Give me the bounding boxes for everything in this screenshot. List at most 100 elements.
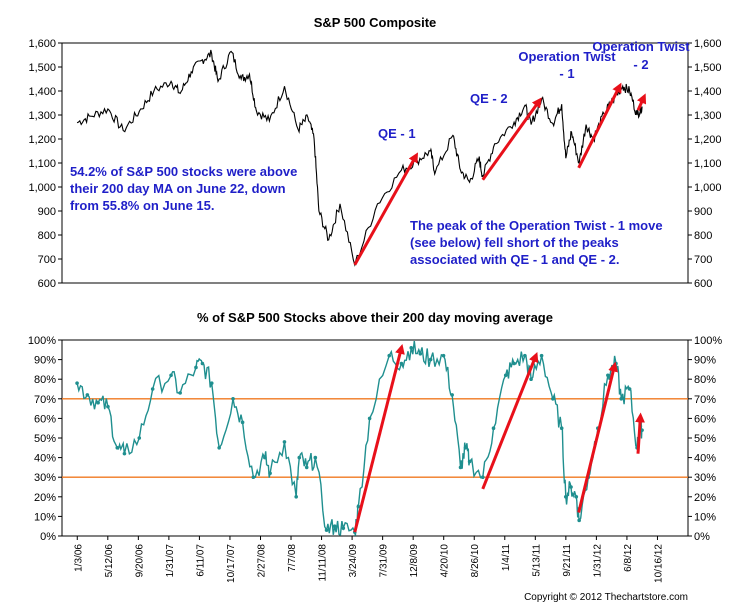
data-point — [569, 485, 573, 489]
data-point — [418, 351, 423, 356]
bottom-ytick-label-left: 50% — [34, 433, 56, 445]
qe1-arrow — [353, 152, 418, 266]
data-point — [282, 440, 287, 444]
sp500-price-line — [76, 49, 643, 267]
top-ytick-label-left: 1,300 — [28, 110, 56, 122]
data-point — [450, 393, 454, 397]
top-ytick-label-right: 800 — [694, 230, 712, 242]
data-point — [428, 357, 433, 362]
top-trend-arrows — [353, 82, 647, 266]
data-point — [458, 465, 463, 470]
qe1-label: QE - 1 — [378, 126, 416, 141]
qe2-label: QE - 2 — [470, 91, 508, 106]
data-point — [137, 436, 142, 440]
bottom-ytick-label-left: 60% — [34, 413, 56, 425]
data-point — [463, 446, 468, 450]
percent-above-200dma-line — [76, 341, 643, 537]
bottom-ytick-label-left: 40% — [34, 453, 56, 465]
data-point — [441, 353, 446, 358]
bottom-y-axis-right: 0% 10% 20% 30% 40% 50% 60% 70% 80% 90% 100% — [688, 335, 722, 543]
data-point — [251, 475, 256, 480]
data-point — [606, 373, 610, 378]
data-point — [539, 353, 544, 358]
copyright-text: Copyright © 2012 Thechartstore.com — [524, 592, 688, 603]
data-point — [356, 504, 361, 509]
top-ytick-label-left: 1,100 — [28, 158, 56, 170]
xtick-label: 1/4/11 — [501, 544, 512, 571]
data-point — [491, 426, 496, 431]
data-point — [563, 495, 568, 499]
top-ytick-label-right: 1,000 — [694, 182, 722, 194]
xtick-label: 5/12/06 — [104, 544, 115, 578]
xtick-label: 7/31/09 — [379, 544, 390, 578]
bottom-ytick-label-left: 70% — [34, 394, 56, 406]
data-point — [294, 495, 298, 499]
data-point — [200, 361, 205, 366]
bottom-ytick-label-right: 70% — [694, 394, 716, 406]
data-point — [106, 404, 110, 409]
top-ytick-label-left: 1,400 — [28, 86, 56, 98]
top-chart-title: S&P 500 Composite — [314, 15, 437, 30]
data-point — [115, 446, 120, 450]
operation-twist-2-arrow — [636, 93, 647, 111]
bottom-ytick-label-left: 100% — [28, 335, 56, 347]
xtick-label: 2/27/08 — [256, 544, 267, 578]
bottom-ytick-label-left: 10% — [34, 511, 56, 523]
xtick-label: 1/31/07 — [165, 544, 176, 578]
operation-twist-1-breadth-arrow — [577, 361, 618, 513]
data-point — [367, 416, 372, 421]
bottom-ytick-label-left: 30% — [34, 472, 56, 484]
xtick-label: 7/7/08 — [287, 544, 298, 572]
top-ytick-label-right: 1,500 — [694, 62, 722, 74]
bottom-chart-title: % of S&P 500 Stocks above their 200 day … — [197, 310, 553, 325]
data-point — [231, 397, 235, 401]
data-point — [169, 373, 173, 378]
data-point — [150, 387, 155, 391]
breadth-reference-lines — [62, 398, 688, 478]
breadth-note: 54.2% of S&P 500 stocks were above their … — [70, 164, 297, 213]
top-ytick-label-right: 1,300 — [694, 110, 722, 122]
bottom-ytick-label-right: 90% — [694, 355, 716, 367]
xtick-label: 6/11/07 — [195, 544, 206, 577]
xtick-label: 9/20/06 — [134, 544, 145, 578]
xtick-label: 4/20/10 — [440, 544, 451, 578]
top-ytick-label-left: 1,200 — [28, 134, 56, 146]
top-ytick-label-right: 900 — [694, 206, 712, 218]
top-ytick-label-left: 1,500 — [28, 62, 56, 74]
bottom-x-axis: 1/3/06 5/12/06 9/20/06 1/31/07 6/11/07 10/17/… — [73, 536, 664, 583]
qe1-breadth-arrow — [353, 343, 405, 533]
operation-twist-note: The peak of the Operation Twist - 1 move… — [410, 218, 663, 267]
top-ytick-label-left: 1,000 — [28, 182, 56, 194]
data-point — [194, 365, 198, 370]
data-point — [627, 387, 632, 391]
data-point — [409, 346, 414, 350]
bottom-ytick-label-right: 40% — [694, 453, 716, 465]
data-point — [529, 377, 533, 382]
top-ytick-label-right: 600 — [694, 278, 712, 290]
bottom-ytick-label-right: 80% — [694, 374, 716, 386]
top-ytick-label-right: 1,400 — [694, 86, 722, 98]
top-ytick-label-left: 800 — [38, 230, 56, 242]
data-point — [75, 381, 79, 385]
top-ytick-label-left: 700 — [38, 254, 56, 266]
bottom-ytick-label-right: 20% — [694, 492, 716, 504]
qe2-arrow — [481, 97, 542, 181]
qe2-breadth-arrow — [481, 351, 539, 490]
data-point — [324, 528, 329, 532]
xtick-label: 9/21/11 — [562, 544, 573, 577]
xtick-label: 10/17/07 — [226, 544, 237, 583]
bottom-ytick-label-left: 80% — [34, 374, 56, 386]
data-point — [240, 420, 245, 425]
bottom-trend-arrows — [353, 343, 646, 533]
data-point — [297, 455, 302, 460]
top-ytick-label-right: 1,600 — [694, 38, 722, 50]
data-point — [122, 451, 127, 456]
bottom-y-axis-left: 0% 10% 20% 30% 40% 50% 60% 70% 80% 90% 100% — [28, 335, 62, 543]
data-point — [399, 361, 404, 366]
xtick-label: 1/31/12 — [592, 544, 603, 578]
data-point — [551, 397, 555, 401]
data-point — [577, 518, 581, 523]
data-point — [574, 495, 579, 499]
bottom-ytick-label-right: 0% — [694, 531, 710, 543]
